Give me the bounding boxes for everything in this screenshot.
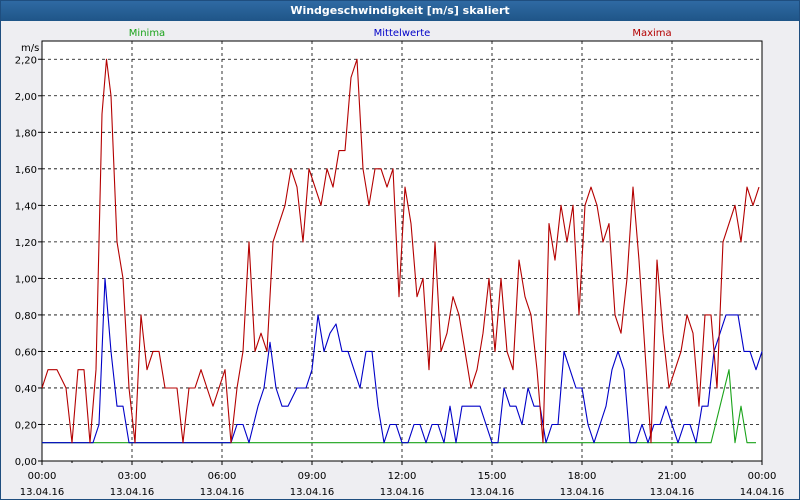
window-title: Windgeschwindigkeit [m/s] skaliert — [1, 1, 799, 21]
x-tick-date: 13.04.16 — [650, 487, 695, 498]
y-tick-label: 0,00 — [15, 457, 37, 468]
y-tick-label: 0,40 — [15, 384, 37, 395]
x-tick-time: 06:00 — [208, 471, 237, 482]
x-tick-time: 00:00 — [28, 471, 57, 482]
x-tick-time: 18:00 — [568, 471, 597, 482]
series-line-minima — [42, 369, 756, 444]
y-tick-label: 1,20 — [15, 238, 37, 249]
legend-item-mittelwerte: Mittelwerte — [374, 28, 431, 39]
series-lines — [41, 58, 763, 444]
wind-speed-chart: 0,00 0,20 0,40 0,60 0,80 1,00 1,20 1,40 1,60 1,80… — [15, 28, 785, 498]
y-axis-label: m/s — [21, 43, 39, 54]
x-tick-time: 09:00 — [298, 471, 327, 482]
x-tick-time: 03:00 — [118, 471, 147, 482]
y-tick-label: 2,20 — [15, 55, 37, 66]
x-tick-date: 13.04.16 — [560, 487, 605, 498]
y-axis-ticks: 0,00 0,20 0,40 0,60 0,80 1,00 1,20 1,40 1,60 1,80… — [15, 55, 42, 468]
x-tick-date: 13.04.16 — [290, 487, 335, 498]
y-tick-label: 0,20 — [15, 420, 37, 431]
series-line-mittelwerte — [42, 277, 763, 444]
x-tick-date: 13.04.16 — [470, 487, 515, 498]
x-tick-time: 00:00 — [748, 471, 777, 482]
x-tick-time: 15:00 — [478, 471, 507, 482]
legend-item-maxima: Maxima — [632, 28, 671, 39]
y-tick-label: 1,40 — [15, 201, 37, 212]
x-tick-date: 13.04.16 — [380, 487, 425, 498]
x-tick-time: 21:00 — [658, 471, 687, 482]
x-tick-time: 12:00 — [388, 471, 417, 482]
series-line-maxima — [41, 58, 760, 444]
x-tick-date: 14.04.16 — [740, 487, 785, 498]
y-tick-label: 1,60 — [15, 165, 37, 176]
x-tick-date: 13.04.16 — [20, 487, 65, 498]
x-axis-ticks: 00:00 13.04.16 03:00 13.04.16 06:00 13.04.16 0… — [20, 461, 785, 498]
x-tick-date: 13.04.16 — [110, 487, 155, 498]
y-tick-label: 0,60 — [15, 347, 37, 358]
y-tick-label: 2,00 — [15, 92, 37, 103]
legend: Minima Mittelwerte Maxima — [129, 28, 672, 39]
y-tick-label: 1,80 — [15, 128, 37, 139]
y-tick-label: 0,80 — [15, 311, 37, 322]
legend-item-minima: Minima — [129, 28, 165, 39]
y-tick-label: 1,00 — [15, 274, 37, 285]
x-tick-date: 13.04.16 — [200, 487, 245, 498]
